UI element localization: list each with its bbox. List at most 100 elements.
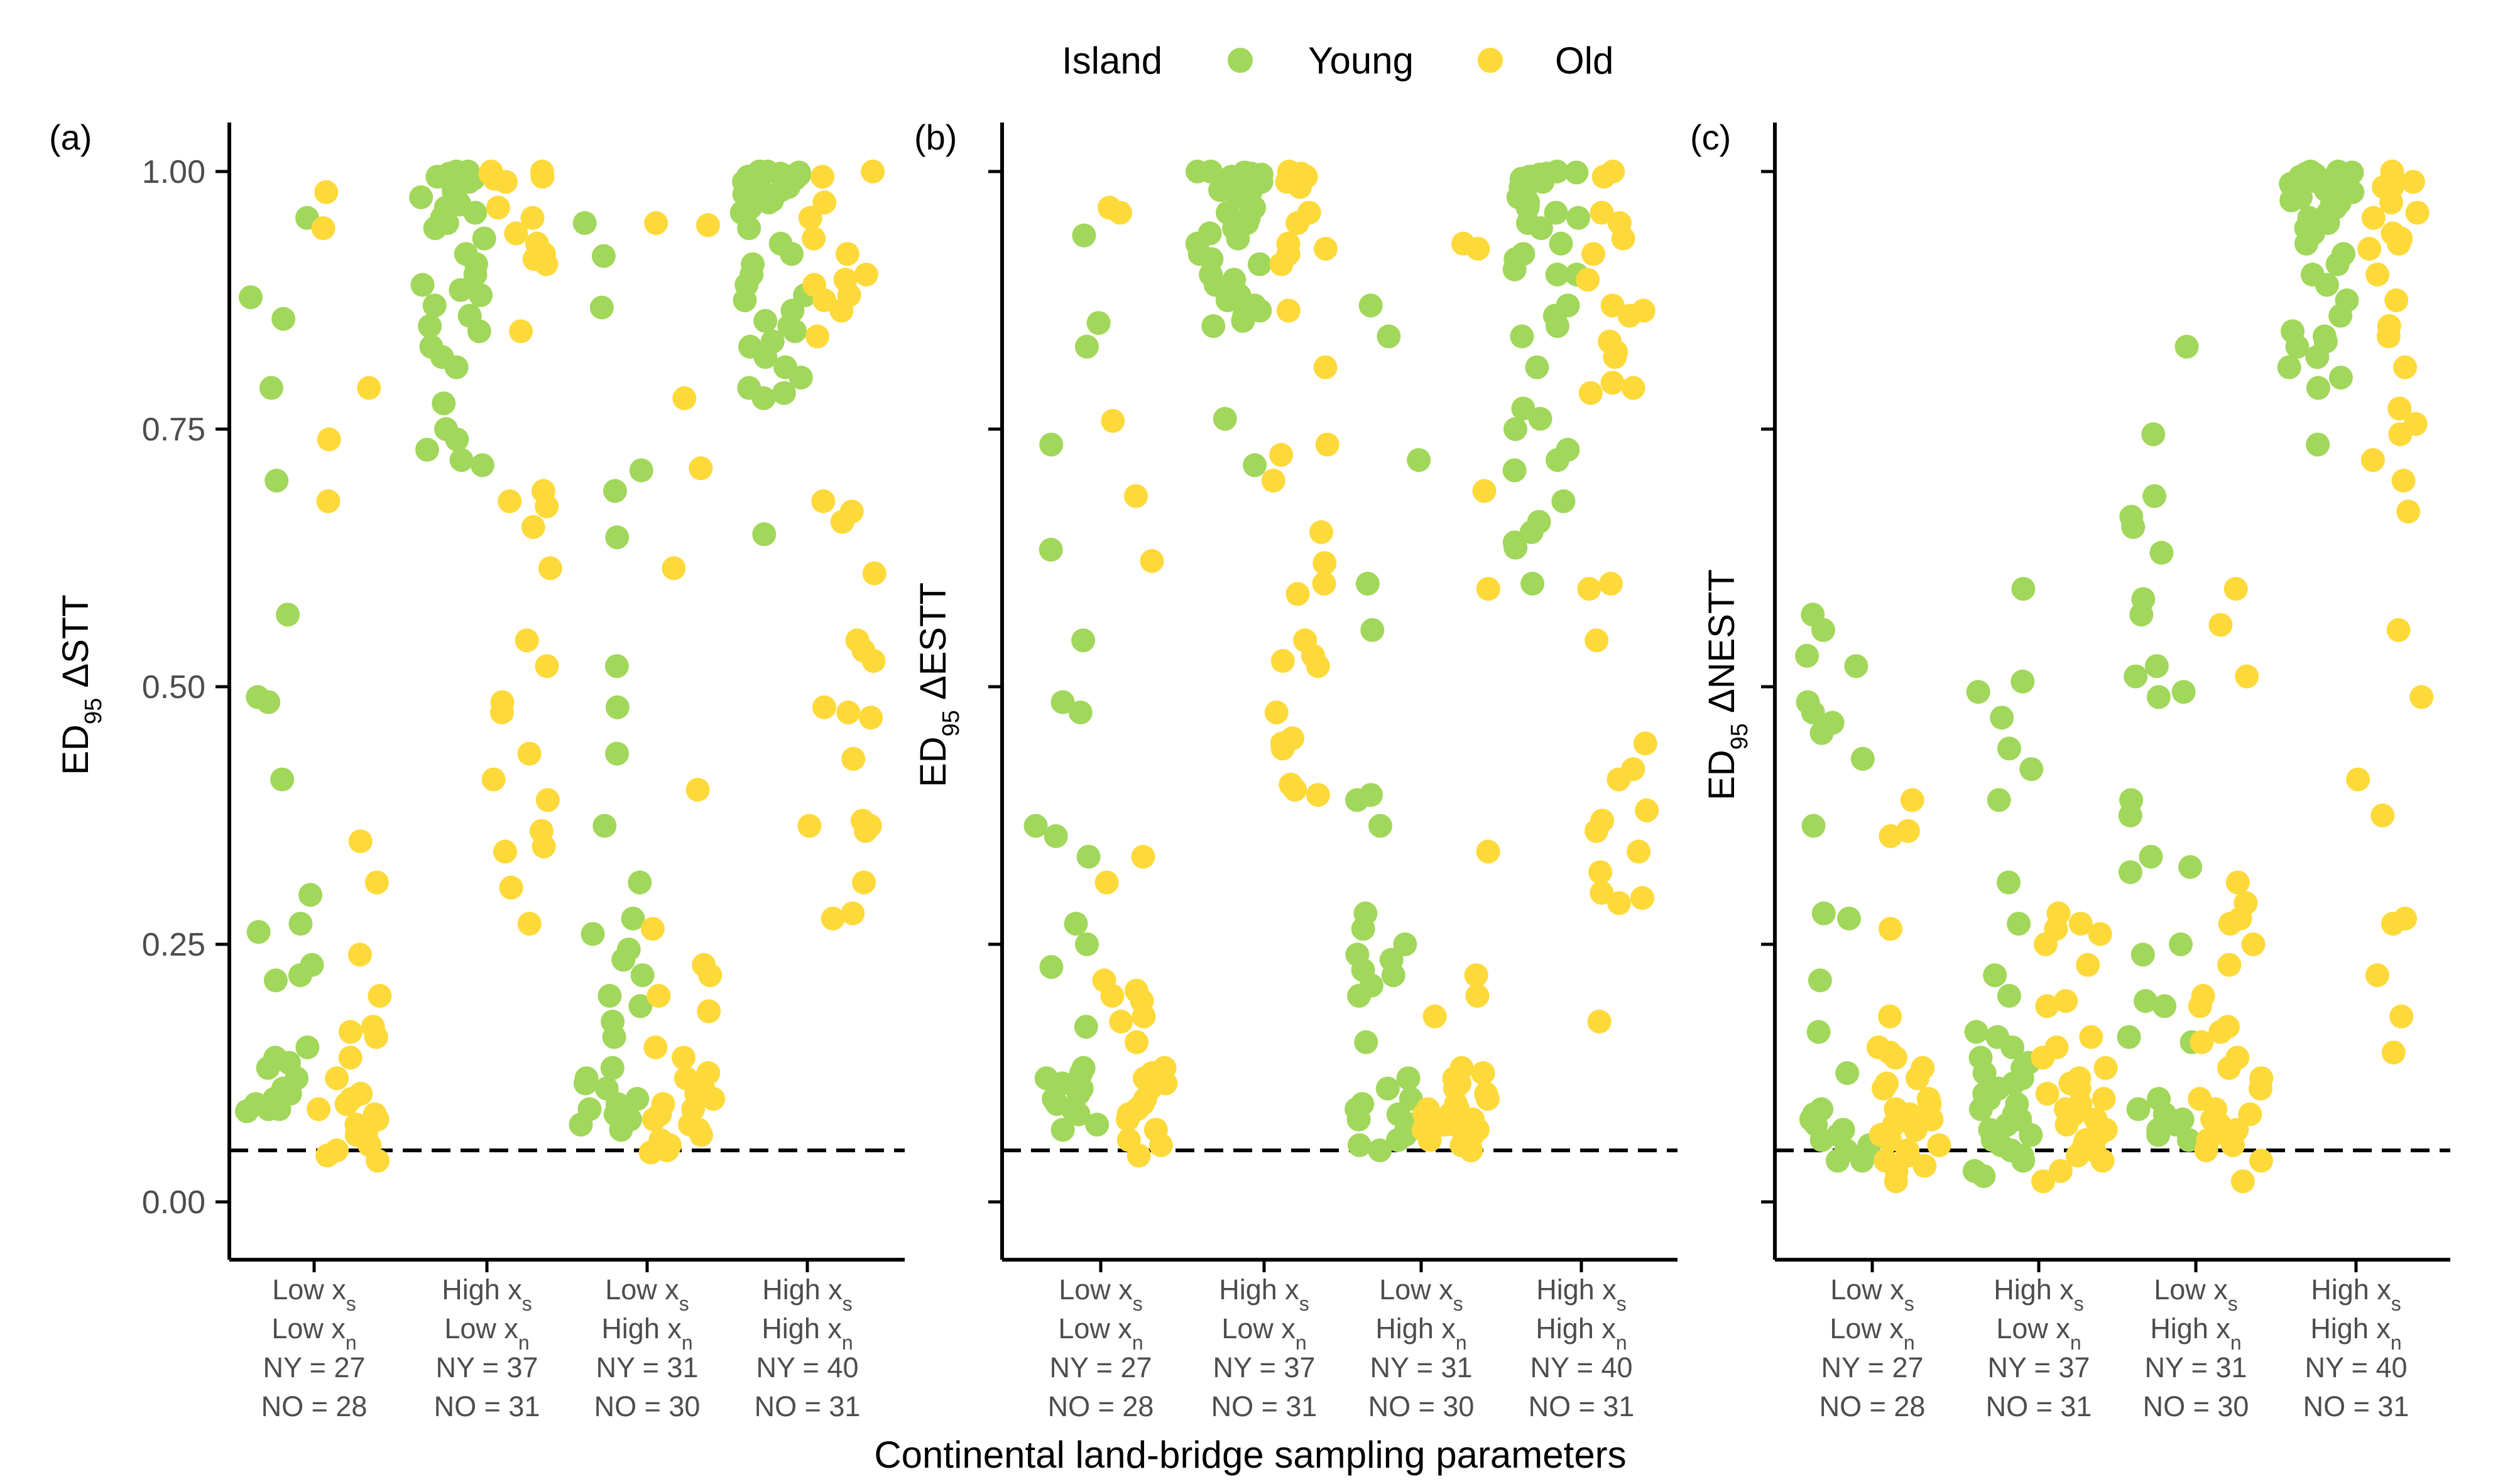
point-young: [2141, 422, 2166, 447]
point-old: [2249, 1148, 2273, 1173]
point-young: [288, 963, 312, 988]
point-old: [2035, 1081, 2059, 1106]
point-old: [494, 170, 518, 194]
point-young: [2178, 855, 2203, 879]
point-old: [802, 226, 826, 251]
point-young: [1997, 984, 2021, 1008]
point-old: [2068, 912, 2093, 936]
point-old: [811, 489, 836, 513]
point-old: [2225, 870, 2250, 895]
point-young: [1201, 314, 1226, 338]
point-old: [1617, 303, 1642, 328]
x-tick-label: NY = 27: [1049, 1351, 1152, 1383]
point-old: [805, 324, 829, 349]
point-young: [1064, 912, 1088, 936]
point-young: [1215, 288, 1240, 312]
point-young: [2134, 989, 2158, 1013]
point-old: [836, 701, 861, 724]
x-tick-label: Low xn: [444, 1312, 529, 1354]
point-old: [1927, 1133, 1951, 1157]
x-tick-label: High xs: [1219, 1274, 1309, 1315]
point-young: [1072, 223, 1096, 248]
x-tick-label: Low xn: [1996, 1312, 2081, 1354]
point-young: [1243, 453, 1267, 477]
point-old: [672, 1045, 696, 1070]
point-young: [783, 319, 807, 344]
y-tick-label: 0.25: [142, 927, 205, 963]
point-old: [1621, 376, 1645, 400]
point-old: [830, 510, 854, 534]
point-young: [581, 922, 605, 946]
point-young: [2019, 757, 2044, 782]
point-old: [1577, 577, 1601, 601]
point-young: [1806, 1020, 1831, 1044]
point-old: [2218, 912, 2242, 936]
point-young: [2325, 252, 2350, 276]
point-young: [1050, 1118, 1075, 1142]
point-old: [1422, 1004, 1447, 1028]
point-old: [2076, 952, 2100, 977]
y-axis-label: ED95 ΔNESTT: [1701, 569, 1753, 800]
point-young: [270, 767, 295, 792]
point-old: [2217, 1056, 2241, 1080]
point-old: [2079, 1025, 2103, 1049]
x-tick-label: Low xn: [1830, 1312, 1914, 1354]
point-young: [1850, 1148, 1874, 1173]
point-old: [1315, 432, 1339, 457]
point-old: [798, 205, 822, 230]
point-old: [1264, 701, 1289, 724]
point-old: [2221, 1133, 2245, 1157]
point-old: [1270, 736, 1295, 761]
category-points: [1345, 231, 1500, 1162]
point-young: [2176, 1128, 2201, 1152]
y-tick-label: 0.75: [142, 412, 205, 448]
point-young: [2130, 942, 2155, 967]
x-tick-label: Low xs: [605, 1274, 689, 1315]
x-tick-label: High xn: [1536, 1312, 1627, 1354]
point-young: [2010, 669, 2035, 694]
point-old: [685, 778, 710, 802]
point-old: [1131, 844, 1155, 869]
point-old: [1276, 298, 1301, 323]
point-young: [409, 185, 434, 209]
point-old: [364, 870, 389, 895]
x-tick-label: NO = 28: [261, 1390, 368, 1422]
point-old: [835, 242, 859, 266]
category-points: [1185, 160, 1339, 807]
panel-label: (a): [49, 117, 92, 157]
point-young: [1396, 1066, 1421, 1091]
x-axis-title: Continental land-bridge sampling paramet…: [874, 1434, 1626, 1476]
point-old: [1094, 870, 1119, 895]
point-young: [2124, 664, 2148, 689]
point-young: [1354, 1030, 1378, 1054]
point-young: [1226, 226, 1250, 251]
point-young: [2328, 303, 2353, 328]
x-tick-label: NY = 31: [596, 1351, 698, 1383]
point-old: [1581, 242, 1605, 266]
point-old: [2361, 205, 2386, 230]
point-young: [2306, 432, 2330, 457]
point-old: [517, 741, 542, 766]
point-young: [753, 308, 778, 333]
x-tick-label: Low xn: [1058, 1312, 1143, 1354]
point-old: [2092, 1087, 2116, 1111]
point-young: [449, 448, 474, 472]
point-young: [1377, 324, 1401, 349]
point-young: [2320, 190, 2344, 215]
point-young: [1393, 932, 1417, 956]
point-young: [1351, 917, 1375, 941]
point-old: [1900, 788, 1924, 812]
point-young: [609, 1118, 633, 1142]
point-old: [486, 195, 510, 220]
point-old: [672, 386, 697, 410]
point-young: [1990, 706, 2014, 730]
point-young: [422, 293, 447, 318]
point-young: [1983, 963, 2007, 988]
x-tick-label: NY = 40: [2305, 1351, 2407, 1383]
point-old: [701, 1087, 726, 1111]
category-points: [2117, 334, 2274, 1194]
point-old: [1126, 1143, 1151, 1168]
